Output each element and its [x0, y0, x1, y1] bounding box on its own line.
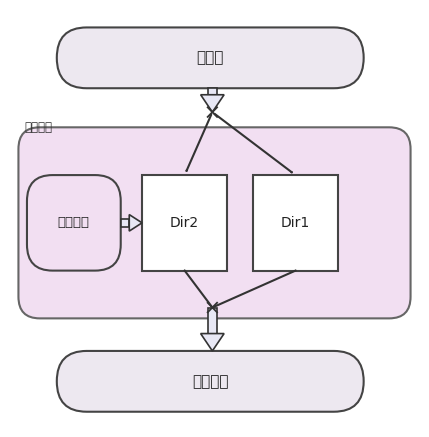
FancyBboxPatch shape — [208, 88, 217, 95]
FancyBboxPatch shape — [57, 28, 364, 88]
FancyBboxPatch shape — [253, 175, 338, 271]
FancyBboxPatch shape — [27, 175, 121, 271]
Text: Dir2: Dir2 — [170, 216, 199, 230]
Polygon shape — [201, 333, 224, 351]
Polygon shape — [201, 95, 224, 112]
Text: Dir1: Dir1 — [281, 216, 310, 230]
FancyBboxPatch shape — [142, 175, 227, 271]
FancyBboxPatch shape — [57, 351, 364, 412]
Text: 缓存管理: 缓存管理 — [25, 121, 53, 134]
FancyBboxPatch shape — [208, 308, 217, 333]
Text: 功能控制: 功能控制 — [58, 216, 90, 229]
Text: 后端存储: 后端存储 — [192, 374, 229, 389]
FancyBboxPatch shape — [121, 219, 129, 227]
FancyBboxPatch shape — [18, 127, 411, 319]
Polygon shape — [129, 215, 142, 231]
Text: 客户端: 客户端 — [196, 50, 224, 66]
